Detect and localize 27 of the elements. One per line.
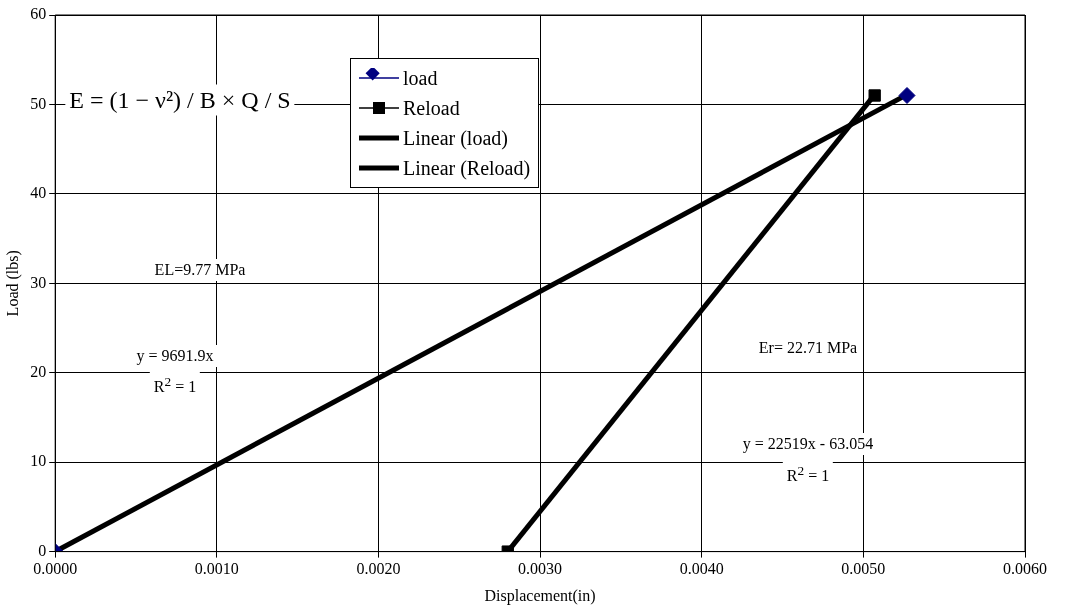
y-tick-label: 0 bbox=[38, 541, 47, 559]
annotation: R$^{2}$ = 1 bbox=[149, 371, 201, 399]
legend-label: Reload bbox=[403, 96, 460, 120]
y-axis-title: Load (lbs) bbox=[3, 250, 22, 317]
annotation: Er= 22.71 MPa bbox=[754, 337, 862, 359]
annotation: R$^{2}$ = 1 bbox=[782, 460, 834, 488]
x-tick-label: 0.0020 bbox=[356, 560, 401, 578]
legend-label: Linear (Reload) bbox=[403, 156, 531, 180]
legend-label: Linear (load) bbox=[403, 126, 508, 150]
x-axis-title: Displacement(in) bbox=[484, 586, 596, 605]
legend-label: load bbox=[403, 66, 438, 90]
x-tick-label: 0.0010 bbox=[194, 560, 239, 578]
annotation: y = 9691.9x bbox=[132, 345, 218, 367]
annotation: EL=9.77 MPa bbox=[150, 259, 250, 281]
annotation: E = (1 − ν²) / B × Q / S bbox=[65, 84, 295, 116]
x-tick-label: 0.0000 bbox=[33, 560, 78, 578]
annotation: y = 22519x - 63.054 bbox=[738, 433, 878, 455]
y-tick-label: 30 bbox=[30, 273, 47, 291]
y-tick-label: 10 bbox=[30, 452, 47, 470]
y-tick-label: 20 bbox=[30, 362, 47, 380]
x-tick-label: 0.0060 bbox=[1003, 560, 1047, 578]
y-tick-label: 60 bbox=[30, 5, 47, 23]
x-tick-label: 0.0050 bbox=[841, 560, 886, 578]
y-tick-label: 40 bbox=[30, 184, 47, 202]
x-tick-label: 0.0030 bbox=[518, 560, 563, 578]
x-tick-label: 0.0040 bbox=[679, 560, 724, 578]
y-tick-label: 50 bbox=[30, 94, 47, 112]
